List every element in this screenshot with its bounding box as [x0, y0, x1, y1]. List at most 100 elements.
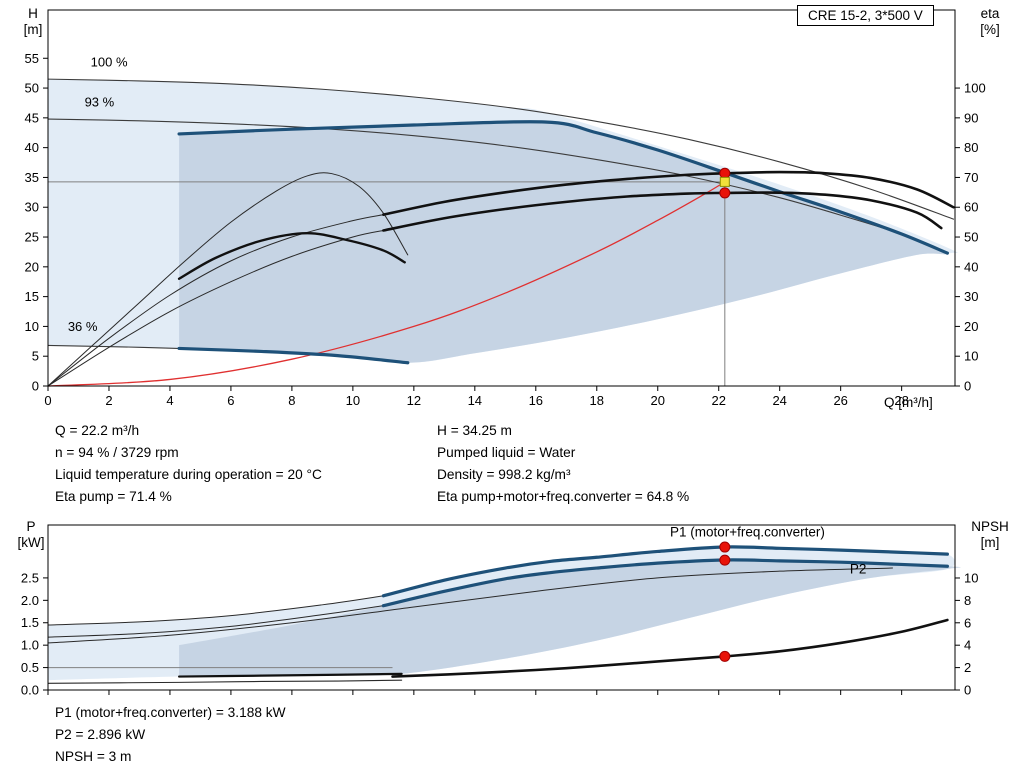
x-tick-label: 18	[590, 393, 604, 408]
x-tick-label: 2	[105, 393, 112, 408]
npsh-axis-title-symbol: NPSH	[971, 519, 1009, 534]
y-left-tick-label: 50	[25, 81, 39, 96]
info-liquid-temperature: Liquid temperature during operation = 20…	[55, 467, 322, 482]
duty-info-column-1: Q = 22.2 m³/h n = 94 % / 3729 rpm Liquid…	[55, 420, 322, 508]
label-p1: P1 (motor+freq.converter)	[670, 525, 825, 540]
y-left-tick-label: 0	[32, 379, 39, 394]
eta-axis-title: eta [%]	[970, 6, 1010, 38]
x-tick-label: 12	[407, 393, 421, 408]
h-axis-title: H [m]	[18, 6, 48, 38]
y-left-tick-label: 45	[25, 110, 39, 125]
power-envelope-dark	[179, 559, 961, 677]
system-affinity-curve	[47, 181, 726, 387]
curve-93pct	[47, 118, 894, 232]
y-left-tick-label: 25	[25, 230, 39, 245]
y-right-tick-label: 100	[964, 81, 986, 96]
p2-curve	[381, 558, 949, 608]
info-speed: n = 94 % / 3729 rpm	[55, 445, 179, 460]
eta-total-thin	[47, 229, 384, 387]
operating-envelope-dark	[179, 121, 948, 363]
npsh-duty-marker[interactable]	[719, 650, 731, 662]
p-axis-title-unit: [kW]	[17, 535, 45, 550]
eta-pump-lowspeed	[47, 172, 409, 387]
y-right-tick-label: 8	[964, 593, 971, 608]
y-right-tick-label: 2	[964, 660, 971, 675]
pump-curve-min-thick	[177, 346, 410, 365]
eta-total-lowspeed-thick	[177, 231, 406, 280]
x-tick-label: 28	[894, 393, 908, 408]
p2-duty-marker[interactable]	[719, 554, 731, 566]
y-right-tick-label: 40	[964, 259, 978, 274]
eta-total-duty-marker[interactable]	[719, 187, 731, 199]
y-right-tick-label: 0	[964, 379, 971, 394]
y-left-tick-label: 30	[25, 200, 39, 215]
x-tick-label: 6	[227, 393, 234, 408]
p1-thin	[47, 595, 384, 626]
x-tick-label: 8	[288, 393, 295, 408]
x-tick-label: 20	[651, 393, 665, 408]
q-axis-title: Q [m³/h]	[884, 395, 933, 410]
y-left-tick-label: 10	[25, 319, 39, 334]
x-tick-label: 10	[346, 393, 360, 408]
y-right-tick-label: 10	[964, 349, 978, 364]
duty-info-column-2: H = 34.25 m Pumped liquid = Water Densit…	[437, 420, 689, 508]
pump-model-title: CRE 15-2, 3*500 V	[797, 5, 934, 26]
curve-100pct	[47, 78, 955, 220]
info-pumped-liquid: Pumped liquid = Water	[437, 445, 576, 460]
npsh-curve	[391, 618, 949, 678]
y-left-tick-label: 2.0	[21, 593, 39, 608]
y-right-tick-label: 90	[964, 110, 978, 125]
y-left-tick-label: 5	[32, 349, 39, 364]
h-axis-title-symbol: H	[28, 6, 38, 21]
pump-curve-max-thick	[177, 120, 949, 255]
y-left-tick-label: 55	[25, 51, 39, 66]
y-right-tick-label: 60	[964, 200, 978, 215]
label-100pct: 100 %	[91, 55, 128, 70]
info-density: Density = 998.2 kg/m³	[437, 467, 571, 482]
label-93pct: 93 %	[85, 95, 115, 110]
p-93pct-thin	[47, 567, 893, 644]
eta-axis-title-symbol: eta	[980, 6, 1000, 21]
info-eta-pump: Eta pump = 71.4 %	[55, 489, 172, 504]
p1-curve	[381, 545, 949, 598]
eta-pump-duty-marker[interactable]	[719, 167, 731, 179]
x-tick-label: 22	[711, 393, 725, 408]
y-left-tick-label: 0.5	[21, 660, 39, 675]
duty-point-marker[interactable]	[719, 176, 730, 187]
y-right-tick-label: 10	[964, 570, 978, 585]
p-axis-title-symbol: P	[26, 519, 36, 534]
y-left-tick-label: 0.0	[21, 683, 39, 698]
eta-axis-title-unit: [%]	[980, 22, 1000, 37]
npsh-axis-title-unit: [m]	[980, 535, 1000, 550]
y-left-tick-label: 35	[25, 170, 39, 185]
npsh-axis-title: NPSH [m]	[962, 519, 1018, 551]
plot-frame	[47, 9, 956, 387]
info-eta-total: Eta pump+motor+freq.converter = 64.8 %	[437, 489, 690, 504]
p-axis-title: P [kW]	[12, 519, 50, 551]
y-left-tick-label: 40	[25, 140, 39, 155]
info-head: H = 34.25 m	[437, 423, 512, 438]
y-right-tick-label: 70	[964, 170, 978, 185]
info-p2: P2 = 2.896 kW	[55, 727, 146, 742]
power-info-block: P1 (motor+freq.converter) = 3.188 kW P2 …	[55, 702, 286, 768]
y-right-tick-label: 6	[964, 615, 971, 630]
y-right-tick-label: 30	[964, 289, 978, 304]
x-tick-label: 4	[166, 393, 173, 408]
x-tick-label: 16	[529, 393, 543, 408]
info-npsh: NPSH = 3 m	[55, 749, 132, 764]
y-left-tick-label: 2.5	[21, 570, 39, 585]
info-p1: P1 (motor+freq.converter) = 3.188 kW	[55, 705, 286, 720]
y-left-tick-label: 15	[25, 289, 39, 304]
eta-pump-thick	[382, 170, 955, 216]
h-axis-title-unit: [m]	[23, 22, 43, 37]
y-right-tick-label: 80	[964, 140, 978, 155]
y-left-tick-label: 1.0	[21, 638, 39, 653]
p1-duty-marker[interactable]	[719, 541, 731, 553]
label-36pct: 36 %	[68, 319, 98, 334]
p-36pct-thick	[177, 672, 403, 678]
y-right-tick-label: 20	[964, 319, 978, 334]
label-p2: P2	[850, 561, 867, 576]
y-right-tick-label: 0	[964, 683, 971, 698]
